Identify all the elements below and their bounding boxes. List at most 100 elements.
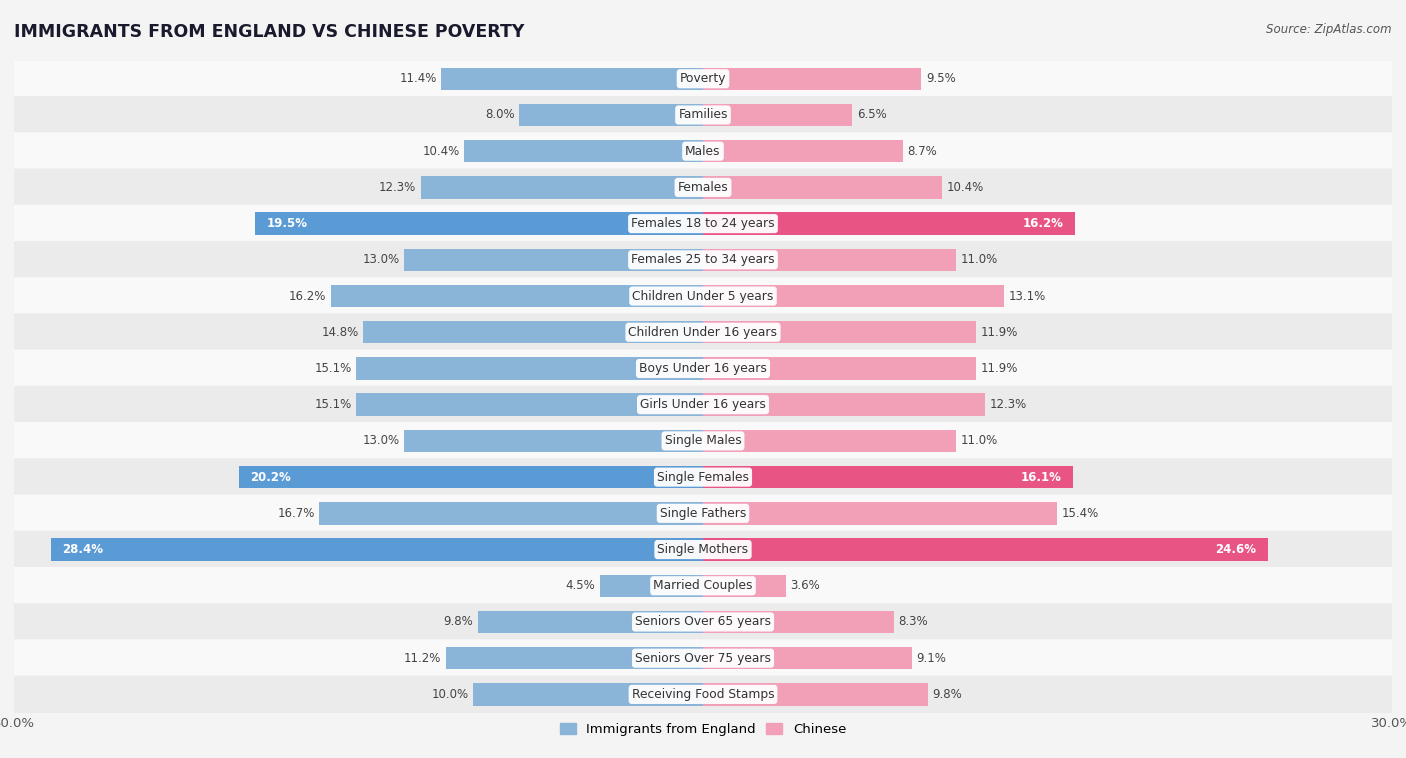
Text: Married Couples: Married Couples xyxy=(654,579,752,592)
Bar xyxy=(703,683,928,706)
Bar xyxy=(703,611,894,633)
Bar xyxy=(405,430,703,452)
FancyBboxPatch shape xyxy=(14,603,1392,641)
Text: 16.1%: 16.1% xyxy=(1021,471,1062,484)
Text: Males: Males xyxy=(685,145,721,158)
Text: 16.2%: 16.2% xyxy=(1022,217,1063,230)
FancyBboxPatch shape xyxy=(14,205,1392,243)
Text: 15.1%: 15.1% xyxy=(315,398,352,411)
FancyBboxPatch shape xyxy=(14,494,1392,532)
Bar xyxy=(703,647,912,669)
Text: Single Mothers: Single Mothers xyxy=(658,543,748,556)
Bar xyxy=(464,140,703,162)
Text: Children Under 16 years: Children Under 16 years xyxy=(628,326,778,339)
Text: 16.7%: 16.7% xyxy=(277,507,315,520)
FancyBboxPatch shape xyxy=(14,60,1392,98)
Bar xyxy=(703,393,986,416)
Text: IMMIGRANTS FROM ENGLAND VS CHINESE POVERTY: IMMIGRANTS FROM ENGLAND VS CHINESE POVER… xyxy=(14,23,524,41)
Bar xyxy=(703,466,1073,488)
Bar xyxy=(405,249,703,271)
Text: Females 18 to 24 years: Females 18 to 24 years xyxy=(631,217,775,230)
Bar xyxy=(703,430,956,452)
Bar xyxy=(330,285,703,307)
Text: Females 25 to 34 years: Females 25 to 34 years xyxy=(631,253,775,266)
Bar xyxy=(703,285,1004,307)
FancyBboxPatch shape xyxy=(14,349,1392,387)
Text: Receiving Food Stamps: Receiving Food Stamps xyxy=(631,688,775,701)
Text: Source: ZipAtlas.com: Source: ZipAtlas.com xyxy=(1267,23,1392,36)
Text: 15.1%: 15.1% xyxy=(315,362,352,375)
Text: 20.2%: 20.2% xyxy=(250,471,291,484)
FancyBboxPatch shape xyxy=(14,168,1392,206)
Text: 6.5%: 6.5% xyxy=(856,108,887,121)
FancyBboxPatch shape xyxy=(14,386,1392,424)
Text: 13.0%: 13.0% xyxy=(363,253,399,266)
Bar xyxy=(239,466,703,488)
Text: Females: Females xyxy=(678,181,728,194)
FancyBboxPatch shape xyxy=(14,422,1392,460)
Text: Boys Under 16 years: Boys Under 16 years xyxy=(640,362,766,375)
Legend: Immigrants from England, Chinese: Immigrants from England, Chinese xyxy=(554,718,852,742)
Text: 11.0%: 11.0% xyxy=(960,434,997,447)
Bar xyxy=(599,575,703,597)
Bar xyxy=(441,67,703,90)
FancyBboxPatch shape xyxy=(14,133,1392,170)
Text: 15.4%: 15.4% xyxy=(1062,507,1098,520)
Text: 11.9%: 11.9% xyxy=(981,362,1018,375)
Text: 12.3%: 12.3% xyxy=(990,398,1028,411)
Bar xyxy=(363,321,703,343)
Text: Seniors Over 75 years: Seniors Over 75 years xyxy=(636,652,770,665)
Text: 10.0%: 10.0% xyxy=(432,688,468,701)
Text: 3.6%: 3.6% xyxy=(790,579,820,592)
Text: Children Under 5 years: Children Under 5 years xyxy=(633,290,773,302)
Bar xyxy=(356,357,703,380)
Bar xyxy=(703,104,852,126)
Text: 9.5%: 9.5% xyxy=(925,72,956,85)
Bar xyxy=(703,575,786,597)
Text: 19.5%: 19.5% xyxy=(267,217,308,230)
Text: 12.3%: 12.3% xyxy=(378,181,416,194)
Bar xyxy=(703,249,956,271)
Text: 11.4%: 11.4% xyxy=(399,72,437,85)
Text: Seniors Over 65 years: Seniors Over 65 years xyxy=(636,615,770,628)
Bar xyxy=(703,321,976,343)
Bar xyxy=(703,538,1268,561)
Text: 24.6%: 24.6% xyxy=(1215,543,1257,556)
Text: 14.8%: 14.8% xyxy=(322,326,359,339)
Bar xyxy=(51,538,703,561)
Text: 13.0%: 13.0% xyxy=(363,434,399,447)
FancyBboxPatch shape xyxy=(14,675,1392,713)
Bar xyxy=(420,176,703,199)
Bar xyxy=(703,357,976,380)
Text: 13.1%: 13.1% xyxy=(1008,290,1046,302)
Bar xyxy=(356,393,703,416)
Text: 28.4%: 28.4% xyxy=(62,543,103,556)
FancyBboxPatch shape xyxy=(14,277,1392,315)
Text: Poverty: Poverty xyxy=(679,72,727,85)
Bar xyxy=(703,140,903,162)
Text: Single Males: Single Males xyxy=(665,434,741,447)
FancyBboxPatch shape xyxy=(14,459,1392,496)
Text: 9.1%: 9.1% xyxy=(917,652,946,665)
Text: 8.0%: 8.0% xyxy=(485,108,515,121)
Text: 11.9%: 11.9% xyxy=(981,326,1018,339)
Bar xyxy=(446,647,703,669)
Bar xyxy=(703,176,942,199)
Text: 10.4%: 10.4% xyxy=(946,181,984,194)
Text: Girls Under 16 years: Girls Under 16 years xyxy=(640,398,766,411)
Bar xyxy=(256,212,703,235)
Bar xyxy=(319,502,703,525)
Text: 4.5%: 4.5% xyxy=(565,579,595,592)
Text: 8.7%: 8.7% xyxy=(907,145,938,158)
FancyBboxPatch shape xyxy=(14,567,1392,605)
Text: Families: Families xyxy=(678,108,728,121)
Text: 8.3%: 8.3% xyxy=(898,615,928,628)
Bar xyxy=(703,67,921,90)
FancyBboxPatch shape xyxy=(14,96,1392,134)
Bar xyxy=(478,611,703,633)
Text: Single Fathers: Single Fathers xyxy=(659,507,747,520)
Text: 9.8%: 9.8% xyxy=(444,615,474,628)
FancyBboxPatch shape xyxy=(14,639,1392,677)
Text: Single Females: Single Females xyxy=(657,471,749,484)
FancyBboxPatch shape xyxy=(14,531,1392,568)
